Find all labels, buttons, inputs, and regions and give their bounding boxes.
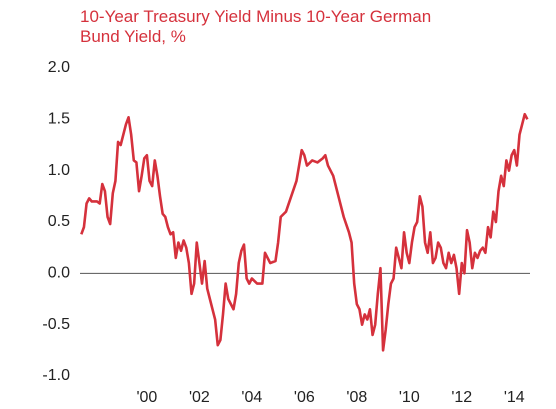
y-tick-label: 1.0 <box>48 162 70 179</box>
x-tick-label: '12 <box>451 389 472 406</box>
x-tick-label: '14 <box>504 389 525 406</box>
x-tick-label: '04 <box>241 389 262 406</box>
y-tick-label: 0.5 <box>48 213 70 230</box>
y-tick-label: 0.0 <box>48 265 70 282</box>
chart-title: Bund Yield, % <box>80 27 186 46</box>
chart-title: 10-Year Treasury Yield Minus 10-Year Ger… <box>80 7 431 26</box>
x-tick-label: '02 <box>189 389 210 406</box>
y-tick-label: 1.5 <box>48 111 70 128</box>
y-tick-label: -1.0 <box>42 367 70 384</box>
x-tick-label: '10 <box>399 389 420 406</box>
y-tick-label: -0.5 <box>42 316 70 333</box>
x-tick-label: '00 <box>136 389 157 406</box>
x-tick-label: '06 <box>294 389 315 406</box>
y-tick-label: 2.0 <box>48 59 70 76</box>
series-line <box>80 112 529 352</box>
x-tick-label: '08 <box>346 389 367 406</box>
